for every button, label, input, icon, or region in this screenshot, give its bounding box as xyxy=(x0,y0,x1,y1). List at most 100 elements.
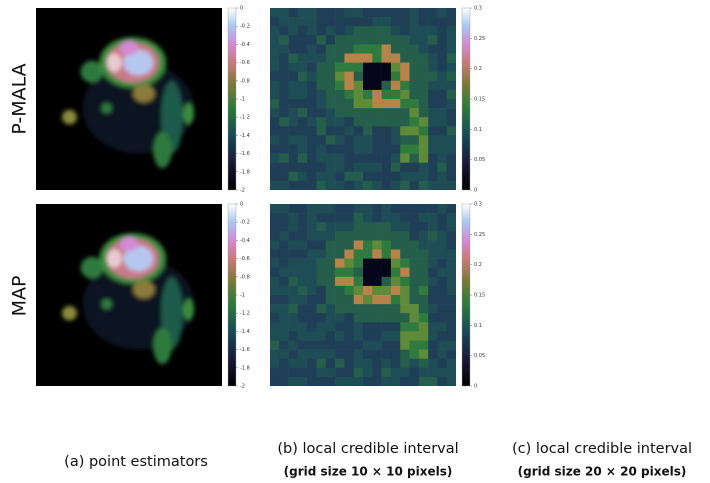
grid-cell xyxy=(437,181,447,190)
grid-cell xyxy=(400,54,410,63)
grid-cell xyxy=(344,322,354,331)
grid-cell xyxy=(447,331,457,340)
grid-cell xyxy=(437,54,447,63)
grid-cell xyxy=(372,35,382,44)
grid-cell xyxy=(363,322,373,331)
grid-cell xyxy=(335,268,345,277)
blob xyxy=(120,41,139,56)
grid-cell xyxy=(270,181,280,190)
colorbar-label: -1.6 xyxy=(240,151,250,157)
grid-cell xyxy=(289,163,299,172)
grid-cell xyxy=(298,213,308,222)
grid-cell xyxy=(391,268,401,277)
grid-cell xyxy=(437,213,447,222)
grid-cell xyxy=(419,99,429,108)
grid-cell xyxy=(344,222,354,231)
grid-cell xyxy=(270,99,280,108)
grid-cell xyxy=(391,286,401,295)
grid-cell xyxy=(372,359,382,368)
grid-cell xyxy=(298,250,308,259)
grid-cell xyxy=(419,213,429,222)
grid-cell xyxy=(437,117,447,126)
grid-cell xyxy=(354,322,364,331)
grid-cell xyxy=(447,322,457,331)
grid-cell xyxy=(382,213,392,222)
grid-cell xyxy=(289,181,299,190)
colorbar-label: 0.3 xyxy=(474,202,482,208)
grid-cell xyxy=(354,172,364,181)
grid-cell xyxy=(335,117,345,126)
grid-cell xyxy=(335,240,345,249)
grid-cell xyxy=(326,313,336,322)
grid-cell xyxy=(354,108,364,117)
colorbar-label: 0 xyxy=(474,188,477,194)
grid-cell xyxy=(410,126,420,135)
grid-cell xyxy=(317,268,327,277)
grid-cell xyxy=(410,181,420,190)
grid-cell xyxy=(326,117,336,126)
grid-cell xyxy=(307,44,317,53)
grid-cell xyxy=(437,99,447,108)
grid-cell xyxy=(335,163,345,172)
grid-cell xyxy=(419,17,429,26)
grid-cell xyxy=(363,145,373,154)
grid-cell xyxy=(428,154,438,163)
grid-cell xyxy=(326,72,336,81)
grid-cell xyxy=(419,322,429,331)
grid-cell xyxy=(391,341,401,350)
grid-cell xyxy=(447,26,457,35)
grid-cell xyxy=(428,204,438,213)
grid-cell xyxy=(447,277,457,286)
grid-cell xyxy=(391,35,401,44)
colorbar-label: -2 xyxy=(240,188,245,194)
grid-cell xyxy=(270,259,280,268)
grid-cell xyxy=(335,322,345,331)
grid-cell xyxy=(326,145,336,154)
grid-cell xyxy=(437,163,447,172)
grid-cell xyxy=(354,17,364,26)
grid-cell xyxy=(317,54,327,63)
grid-cell xyxy=(447,213,457,222)
grid-cell xyxy=(289,295,299,304)
grid-cell xyxy=(335,26,345,35)
grid-cell xyxy=(437,81,447,90)
grid-cell xyxy=(400,204,410,213)
grid-cell xyxy=(363,44,373,53)
grid-cell xyxy=(437,322,447,331)
grid-cell xyxy=(317,172,327,181)
grid-cell xyxy=(344,90,354,99)
grid-cell xyxy=(372,8,382,17)
grid-cell xyxy=(344,368,354,377)
grid-cell xyxy=(279,17,289,26)
grid-cell xyxy=(391,117,401,126)
grid-cell xyxy=(298,90,308,99)
grid-cell xyxy=(382,377,392,386)
grid-cell xyxy=(410,154,420,163)
grid-cell xyxy=(307,26,317,35)
grid-cell xyxy=(354,350,364,359)
colorbar-label: -1.4 xyxy=(240,133,250,139)
grid-cell xyxy=(279,313,289,322)
grid-cell xyxy=(335,81,345,90)
grid-cell xyxy=(354,259,364,268)
grid-cell xyxy=(298,359,308,368)
grid-cell xyxy=(335,359,345,368)
grid-cell xyxy=(354,368,364,377)
grid-cell xyxy=(419,44,429,53)
grid-cell xyxy=(270,295,280,304)
grid-cell xyxy=(372,231,382,240)
grid-cell xyxy=(372,17,382,26)
grid-cell xyxy=(289,277,299,286)
grid-cell xyxy=(437,17,447,26)
grid-cell xyxy=(289,313,299,322)
grid-cell xyxy=(391,108,401,117)
grid-cell xyxy=(298,54,308,63)
grid-cell xyxy=(447,126,457,135)
grid-cell xyxy=(410,322,420,331)
grid-cell xyxy=(344,135,354,144)
grid-cell xyxy=(419,90,429,99)
grid-cell xyxy=(344,117,354,126)
grid-cell xyxy=(298,126,308,135)
grid-cell xyxy=(335,313,345,322)
grid-cell xyxy=(317,377,327,386)
